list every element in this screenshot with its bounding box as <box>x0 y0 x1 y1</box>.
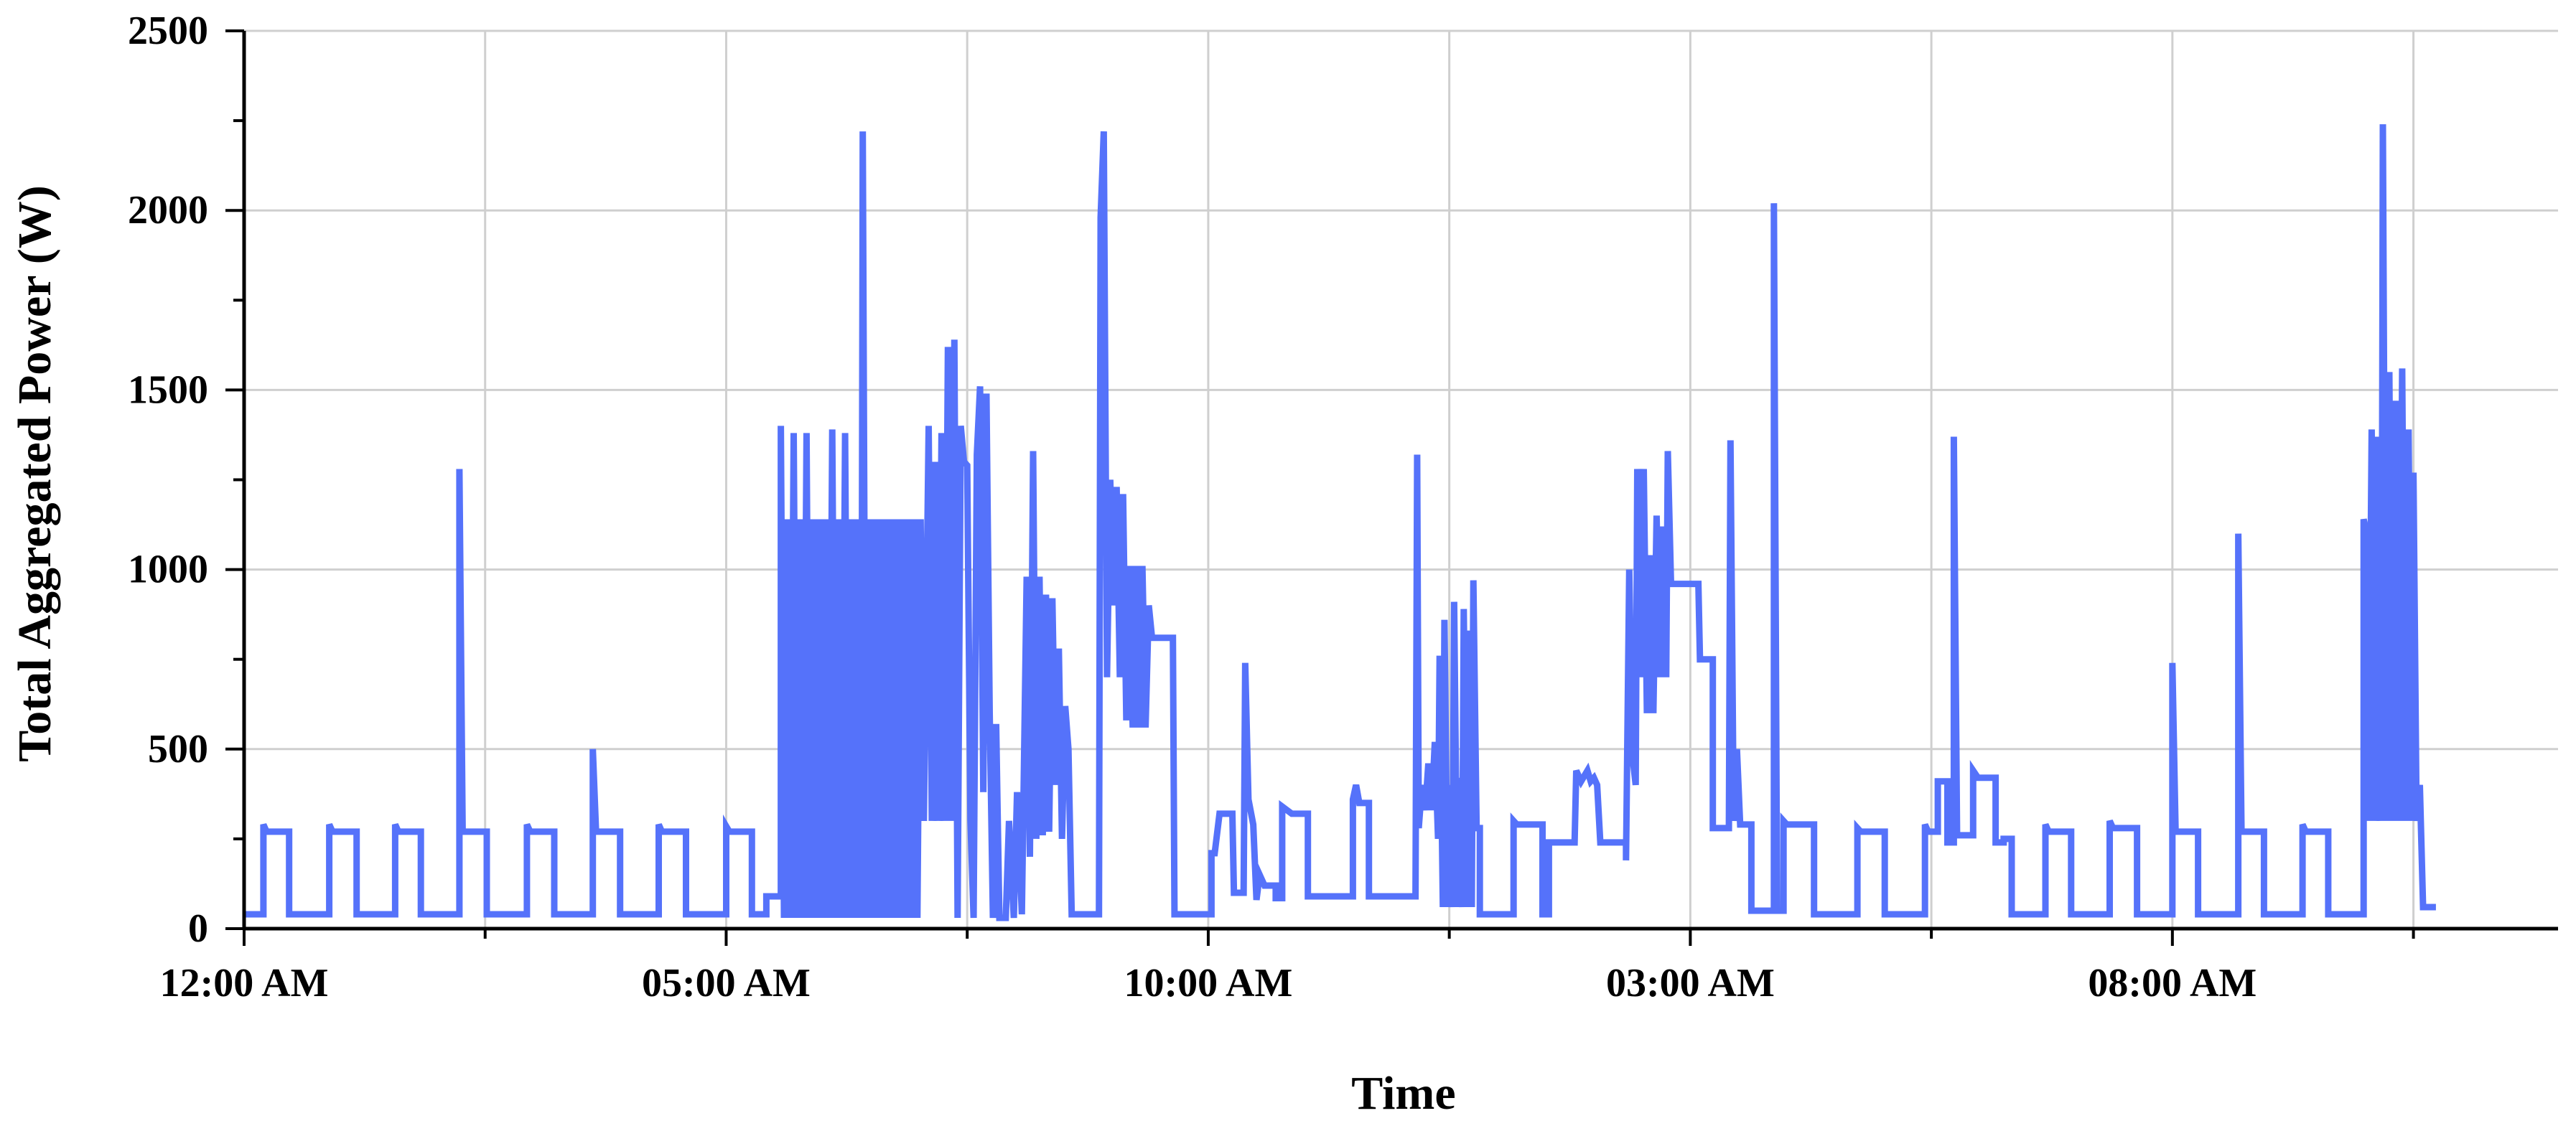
series-line-0 <box>244 124 2436 921</box>
y-tick-label: 2500 <box>128 9 208 53</box>
x-tick-label: 05:00 AM <box>642 961 811 1005</box>
x-tick-label: 10:00 AM <box>1124 961 1292 1005</box>
y-tick-label: 1000 <box>128 548 208 592</box>
y-tick-label: 2000 <box>128 188 208 233</box>
series-layer <box>244 124 2436 921</box>
x-tick-label: 08:00 AM <box>2088 961 2257 1005</box>
y-tick-label: 0 <box>188 906 208 951</box>
tick-labels: 0 500 1000 1500 2000 2500 12:00 AM 05:00 AM 10:0… <box>128 9 2257 1005</box>
y-tick-label: 500 <box>148 727 208 771</box>
y-axis-title: Total Aggregated Power (W) <box>9 185 61 762</box>
tick-marks <box>225 29 2415 946</box>
x-tick-label: 03:00 AM <box>1606 961 1775 1005</box>
x-tick-label: 12:00 AM <box>160 961 329 1005</box>
x-axis-title: Time <box>1351 1067 1455 1120</box>
y-tick-label: 1500 <box>128 367 208 412</box>
